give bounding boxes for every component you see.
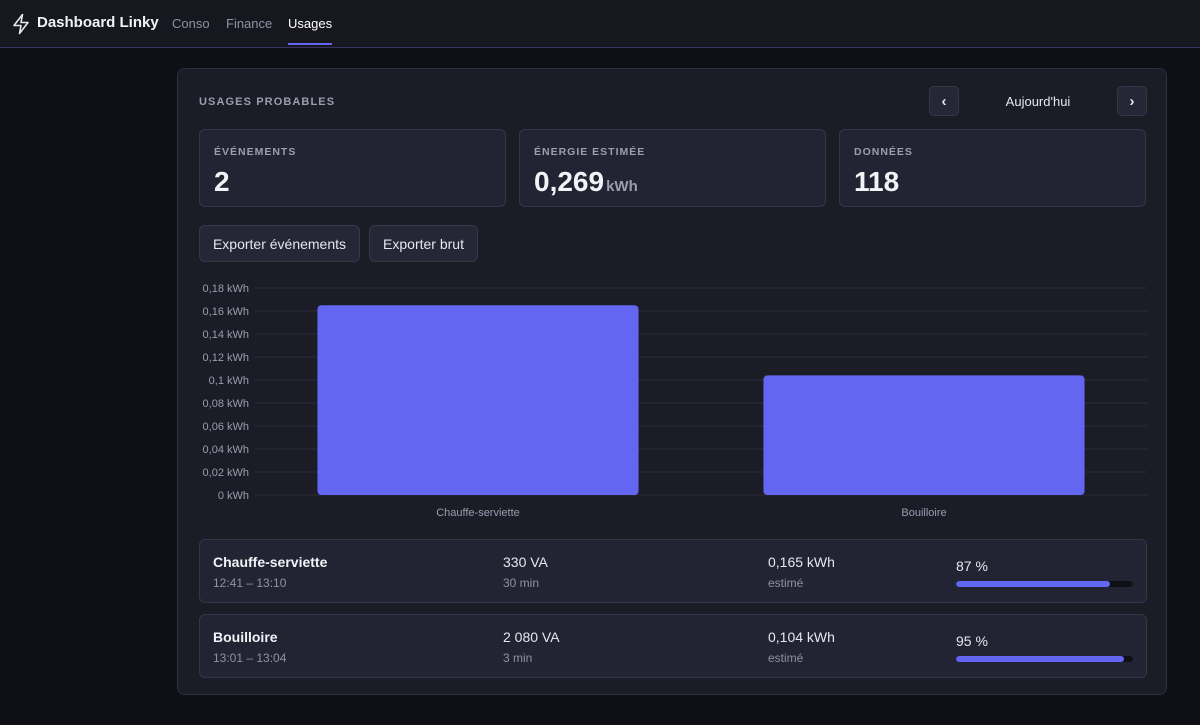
bar-bouilloire (763, 375, 1085, 495)
confidence-bar (956, 581, 1133, 587)
confidence-bar-fill (956, 581, 1110, 587)
usage-time: 12:41 – 13:10 (213, 576, 287, 590)
y-tick-label: 0 kWh (218, 490, 249, 502)
usage-confidence: 87 % (956, 558, 988, 574)
usage-name: Bouilloire (213, 629, 278, 645)
confidence-bar-fill (956, 656, 1125, 662)
x-tick-label: Bouilloire (901, 507, 946, 519)
usage-power: 2 080 VA (503, 629, 560, 645)
stat-value: 0,269 kWh (534, 166, 638, 197)
usage-energy-note: estimé (768, 576, 804, 590)
stat-label: ÉNERGIE ESTIMÉE (534, 146, 646, 158)
usage-row[interactable]: Bouilloire 13:01 – 13:04 2 080 VA 3 min … (199, 614, 1147, 678)
x-tick-label: Chauffe-serviette (436, 507, 520, 519)
stat-card-data: DONNÉES 118 (839, 129, 1146, 207)
chevron-left-icon: ‹ (941, 92, 947, 110)
export-raw-button[interactable]: Exporter brut (369, 225, 478, 262)
stat-card-energy: ÉNERGIE ESTIMÉE 0,269 kWh (519, 129, 826, 207)
date-label: Aujourd'hui (1005, 94, 1071, 109)
y-tick-label: 0,06 kWh (203, 421, 249, 433)
export-events-button[interactable]: Exporter événements (199, 225, 360, 262)
chevron-right-icon: › (1129, 92, 1135, 110)
stat-label: ÉVÉNEMENTS (214, 146, 297, 158)
usage-energy-note: estimé (768, 651, 804, 665)
y-tick-label: 0,04 kWh (203, 444, 249, 456)
brand-title[interactable]: Dashboard Linky (37, 14, 159, 31)
stat-card-events: ÉVÉNEMENTS 2 (199, 129, 506, 207)
y-tick-label: 0,16 kWh (203, 306, 249, 318)
next-day-button[interactable]: › (1117, 86, 1147, 116)
active-tab-indicator (288, 43, 332, 45)
usage-name: Chauffe-serviette (213, 554, 328, 570)
usage-time: 13:01 – 13:04 (213, 651, 287, 665)
stat-value: 118 (854, 166, 900, 197)
section-title: USAGES PROBABLES (199, 96, 336, 108)
y-tick-label: 0,02 kWh (203, 467, 249, 479)
nav-finance[interactable]: Finance (226, 16, 273, 31)
usage-confidence: 95 % (956, 633, 988, 649)
y-tick-label: 0,1 kWh (209, 375, 249, 387)
bar-chauffe-serviette (317, 305, 639, 495)
y-tick-label: 0,08 kWh (203, 398, 249, 410)
prev-day-button[interactable]: ‹ (929, 86, 959, 116)
usage-duration: 30 min (503, 576, 540, 590)
stat-label: DONNÉES (854, 146, 913, 158)
y-tick-label: 0,14 kWh (203, 329, 249, 341)
usages-panel: USAGES PROBABLES ‹ Aujourd'hui › ÉVÉNEME… (177, 68, 1167, 695)
stat-value: 2 (214, 166, 230, 197)
top-navbar: Dashboard Linky Conso Finance Usages (0, 0, 1200, 48)
nav-conso[interactable]: Conso (172, 16, 210, 31)
usage-energy: 0,165 kWh (768, 554, 835, 570)
usage-power: 330 VA (503, 554, 548, 570)
nav-usages[interactable]: Usages (288, 16, 333, 31)
y-tick-label: 0,18 kWh (203, 283, 249, 295)
confidence-bar (956, 656, 1133, 662)
lightning-icon (13, 13, 29, 35)
usage-row[interactable]: Chauffe-serviette 12:41 – 13:10 330 VA 3… (199, 539, 1147, 603)
y-tick-label: 0,12 kWh (203, 352, 249, 364)
usage-energy: 0,104 kWh (768, 629, 835, 645)
usage-bar-chart: 0 kWh 0,02 kWh 0,04 kWh 0,06 kWh 0,08 kWh 0,1… (203, 283, 1147, 519)
stat-unit: kWh (606, 178, 638, 195)
usage-duration: 3 min (503, 651, 533, 665)
